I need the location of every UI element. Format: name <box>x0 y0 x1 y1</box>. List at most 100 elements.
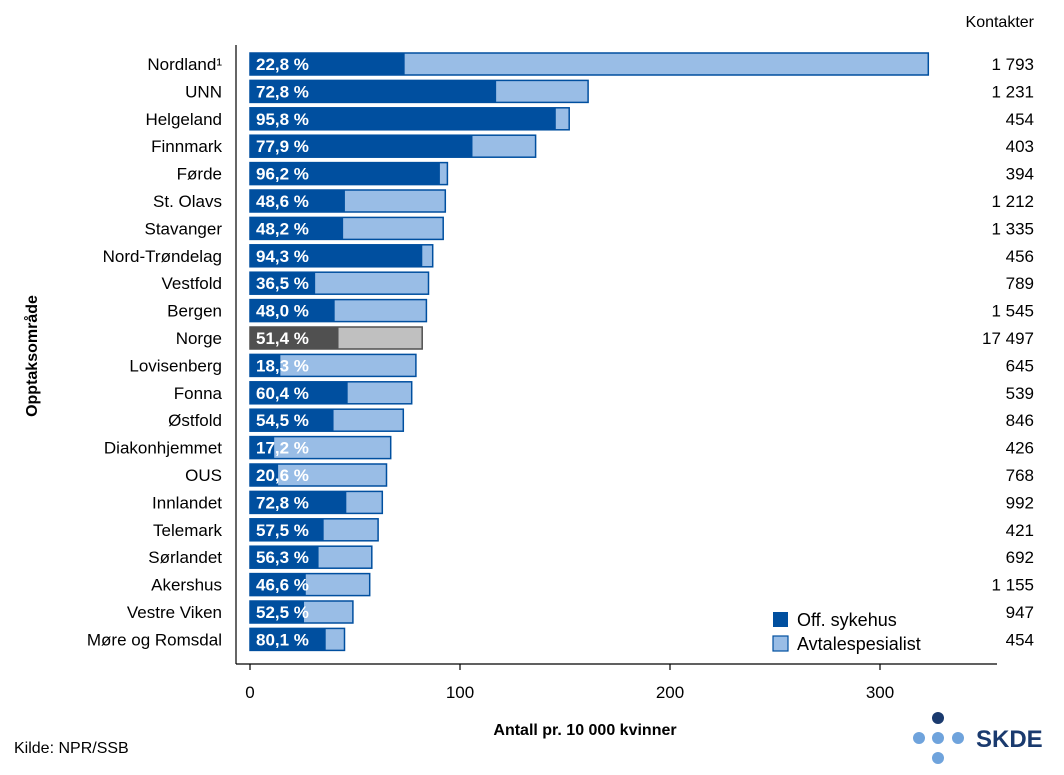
category-label: Sørlandet <box>148 548 222 567</box>
share-label: 20,6 % <box>256 466 309 485</box>
share-label: 48,2 % <box>256 219 309 238</box>
bar-off-sykehus <box>250 162 440 185</box>
x-tick-label: 100 <box>446 683 474 702</box>
contacts-value: 456 <box>1006 247 1034 266</box>
source-note: Kilde: NPR/SSB <box>14 740 129 757</box>
contacts-value: 789 <box>1006 274 1034 293</box>
bar-off-sykehus <box>250 601 305 623</box>
contacts-value: 768 <box>1006 466 1034 485</box>
category-label: Nord-Trøndelag <box>103 247 222 266</box>
category-label: Innlandet <box>152 493 222 512</box>
contacts-value: 454 <box>1006 110 1034 129</box>
bar-off-sykehus <box>250 80 497 103</box>
bars-group <box>249 52 930 652</box>
share-label: 94,3 % <box>256 247 309 266</box>
category-label: Bergen <box>167 302 222 321</box>
contacts-value: 426 <box>1006 439 1034 458</box>
share-label: 72,8 % <box>256 82 309 101</box>
bar-off-sykehus <box>250 628 326 651</box>
category-label: Stavanger <box>145 219 223 238</box>
contacts-value: 947 <box>1006 603 1034 622</box>
share-label: 52,5 % <box>256 603 309 622</box>
bar-off-sykehus <box>250 217 344 240</box>
category-label: Helgeland <box>145 110 222 129</box>
contact-labels: 1 793 1 231 454 403 394 1 212 1 335 456 789 1 545… <box>982 55 1034 649</box>
category-label: Nordland¹ <box>147 55 222 74</box>
contacts-value: 1 231 <box>991 82 1034 101</box>
legend: Off. sykehus Avtalespesialist <box>772 610 921 654</box>
category-label: OUS <box>185 466 222 485</box>
x-tick-label: 300 <box>866 683 894 702</box>
x-tick-label: 0 <box>245 683 254 702</box>
category-label: Østfold <box>168 411 222 430</box>
category-label: Fonna <box>174 384 223 403</box>
share-label: 80,1 % <box>256 630 309 649</box>
logo-dot-icon <box>932 712 944 724</box>
legend-label-off-sykehus: Off. sykehus <box>797 610 897 630</box>
category-label: Vestre Viken <box>127 603 222 622</box>
logo-dot-icon <box>932 732 944 744</box>
contacts-value: 539 <box>1006 384 1034 403</box>
share-label: 36,5 % <box>256 274 309 293</box>
category-label: St. Olavs <box>153 192 222 211</box>
bar-off-sykehus <box>250 190 345 212</box>
logo-dot-icon <box>932 752 944 764</box>
share-label: 72,8 % <box>256 493 309 512</box>
share-label: 22,8 % <box>256 55 309 74</box>
x-axis-ticks: 0 100 200 300 <box>245 664 894 702</box>
bar-off-sykehus <box>250 272 316 295</box>
share-label: 48,0 % <box>256 302 309 321</box>
bar-off-sykehus <box>250 409 334 432</box>
category-label: Telemark <box>153 521 222 540</box>
bar-off-sykehus <box>250 491 347 514</box>
contacts-value: 1 335 <box>991 219 1034 238</box>
category-label: Diakonhjemmet <box>104 439 222 458</box>
category-label: Vestfold <box>162 274 223 293</box>
category-label: Møre og Romsdal <box>87 630 222 649</box>
contacts-value: 1 155 <box>991 576 1034 595</box>
category-label: Førde <box>177 165 222 184</box>
legend-swatch-avtalespesialist <box>772 635 789 652</box>
logo-dot-icon <box>952 732 964 744</box>
bar-off-sykehus <box>250 546 319 569</box>
share-label: 17,2 % <box>256 439 309 458</box>
bar-off-sykehus <box>250 244 423 267</box>
contacts-value: 403 <box>1006 137 1034 156</box>
share-label: 56,3 % <box>256 548 309 567</box>
share-label: 96,2 % <box>256 165 309 184</box>
category-label: Norge <box>176 329 222 348</box>
bar-off-sykehus <box>250 327 339 349</box>
bar-off-sykehus <box>250 436 275 459</box>
contacts-value: 1 212 <box>991 192 1034 211</box>
legend-swatch-off-sykehus <box>773 612 788 627</box>
x-tick-label: 200 <box>656 683 684 702</box>
share-label: 57,5 % <box>256 521 309 540</box>
legend-label-avtalespesialist: Avtalespesialist <box>797 634 921 654</box>
bar-off-sykehus <box>250 381 348 404</box>
category-label: Finnmark <box>151 137 222 156</box>
logo-dot-icon <box>913 732 925 744</box>
share-label: 18,3 % <box>256 356 309 375</box>
contacts-value: 421 <box>1006 521 1034 540</box>
category-label: Lovisenberg <box>129 356 222 375</box>
contacts-value: 1 545 <box>991 302 1034 321</box>
y-axis-title: Opptaksområde <box>23 295 41 417</box>
category-labels: Nordland¹ UNN Helgeland Finnmark Førde St. Ol… <box>87 55 223 649</box>
bar-off-sykehus <box>250 135 473 158</box>
share-label: 54,5 % <box>256 411 309 430</box>
share-label: 95,8 % <box>256 110 309 129</box>
bar-off-sykehus <box>250 354 281 377</box>
category-label: UNN <box>185 82 222 101</box>
contacts-value: 992 <box>1006 493 1034 512</box>
contacts-value: 394 <box>1006 165 1034 184</box>
logo-text: SKDE <box>976 726 1043 753</box>
contacts-value: 1 793 <box>991 55 1034 74</box>
contacts-value: 692 <box>1006 548 1034 567</box>
contacts-value: 645 <box>1006 356 1034 375</box>
share-labels: 22,8 % 72,8 % 95,8 % 77,9 % 96,2 % 48,6 % 48,2… <box>256 55 309 649</box>
bar-off-sykehus <box>250 53 405 75</box>
share-label: 51,4 % <box>256 329 309 348</box>
bar-off-sykehus <box>250 464 279 486</box>
bar-off-sykehus <box>250 573 306 596</box>
share-label: 48,6 % <box>256 192 309 211</box>
